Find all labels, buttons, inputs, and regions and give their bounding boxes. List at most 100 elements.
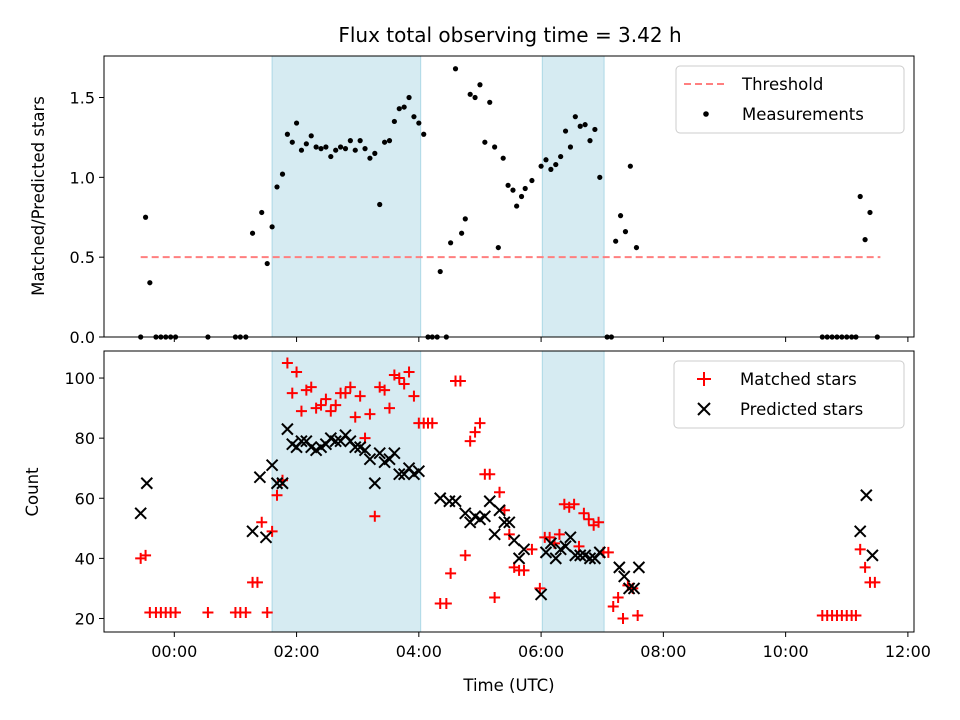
matched-star-point <box>617 612 629 624</box>
predicted-star-point <box>393 468 406 481</box>
legend-threshold-label: Threshold <box>741 75 823 94</box>
measurement-point <box>492 144 498 150</box>
matched-star-point <box>403 366 415 378</box>
matched-star-point <box>266 525 278 537</box>
measurement-point <box>298 147 305 153</box>
matched-star-point <box>526 543 538 555</box>
predicted-star-point <box>539 546 553 559</box>
matched-star-point <box>440 597 452 609</box>
measurement-point <box>328 153 334 160</box>
matched-star-point <box>281 357 293 369</box>
measurement-point <box>633 244 640 251</box>
matched-star-point <box>408 390 420 402</box>
ratio-panel-y-label: Matched/Predicted stars <box>29 96 48 296</box>
measurement-point <box>514 203 520 209</box>
measurement-point <box>249 230 256 236</box>
measurement-point <box>467 91 473 97</box>
matched-star-point <box>354 390 366 402</box>
measurement-point <box>337 144 344 150</box>
measurement-point <box>558 153 564 160</box>
matched-star-point <box>474 417 486 429</box>
matched-star-point <box>568 498 580 510</box>
measurement-point <box>421 131 427 137</box>
measurement-point <box>293 120 300 126</box>
x-tick-label: 02:00 <box>274 642 320 661</box>
matched-star-point <box>379 384 391 396</box>
matched-star-point <box>305 381 317 393</box>
predicted-star-point <box>140 477 153 490</box>
x-tick-label: 08:00 <box>640 642 686 661</box>
matched-star-point <box>398 378 410 390</box>
counts-panel-y-label: Count <box>23 467 42 517</box>
predicted-star-point <box>281 422 294 436</box>
matched-star-point <box>583 513 595 525</box>
predicted-star-point <box>866 549 879 562</box>
measurement-point <box>597 174 603 180</box>
matched-star-point <box>489 591 501 603</box>
predicted-star-point <box>483 495 496 508</box>
x-tick-label: 06:00 <box>518 642 564 661</box>
measurement-point <box>613 238 619 244</box>
measurement-point <box>592 126 598 133</box>
measurement-point <box>500 155 506 161</box>
predicted-star-point <box>583 552 597 565</box>
matched-star-point <box>261 606 273 618</box>
measurement-point <box>622 229 629 235</box>
predicted-star-point <box>329 434 342 448</box>
x-tick-label: 10:00 <box>763 642 809 661</box>
measurement-point <box>543 157 549 163</box>
measurement-point <box>857 193 863 200</box>
matched-star-point <box>464 435 476 447</box>
predicted-star-point <box>632 561 646 574</box>
predicted-star-point <box>860 489 873 502</box>
predicted-star-point <box>517 543 531 556</box>
matched-star-point <box>325 405 337 417</box>
matched-star-point <box>251 576 263 588</box>
measurement-point <box>472 94 478 101</box>
predicted-star-point <box>569 549 582 562</box>
measurement-point <box>269 224 275 230</box>
predicted-star-point <box>368 477 382 490</box>
measurement-point <box>482 139 488 145</box>
matched-star-point <box>364 408 376 420</box>
predicted-star-point <box>493 504 506 517</box>
measurement-point <box>617 213 624 219</box>
measurement-point <box>308 133 314 139</box>
measurement-point <box>313 144 319 150</box>
shaded-interval-2 <box>541 350 605 633</box>
x-axis-label: Time (UTC) <box>462 676 554 695</box>
predicted-star-point <box>559 540 572 553</box>
matched-star-point <box>393 372 405 384</box>
counts-panel-points <box>134 357 881 624</box>
ratio-panel-y-ticks: 0.0 0.5 1.0 1.5 <box>70 89 104 347</box>
predicted-star-point <box>564 531 577 544</box>
y-tick-label: 40 <box>75 549 95 568</box>
x-tick-label: 00:00 <box>151 642 197 661</box>
counts-panel-legend: Matched stars Predicted stars <box>673 360 905 429</box>
measurement-point <box>377 201 383 208</box>
predicted-star-point <box>295 434 308 448</box>
measurement-point <box>487 99 493 105</box>
measurement-point <box>522 185 528 192</box>
predicted-star-point <box>498 516 511 529</box>
predicted-star-point <box>593 546 606 559</box>
x-tick-label: 04:00 <box>396 642 442 661</box>
measurement-point <box>372 150 378 156</box>
y-tick-label: 20 <box>75 609 95 628</box>
measurement-point <box>627 163 633 169</box>
matched-star-point <box>344 381 356 393</box>
predicted-star-point <box>627 582 641 595</box>
predicted-star-point <box>503 516 516 529</box>
ratio-panel-shading <box>271 55 605 338</box>
predicted-star-point <box>622 582 636 595</box>
predicted-star-point <box>358 443 372 457</box>
predicted-star-point <box>259 531 273 544</box>
matched-star-point <box>271 489 283 501</box>
measurement-point <box>462 216 468 222</box>
matched-star-point <box>593 516 605 528</box>
legend-predicted-label: Predicted stars <box>740 400 863 419</box>
predicted-star-point <box>134 507 147 520</box>
legend-measurements-label: Measurements <box>742 105 864 124</box>
matched-star-point <box>349 411 361 423</box>
